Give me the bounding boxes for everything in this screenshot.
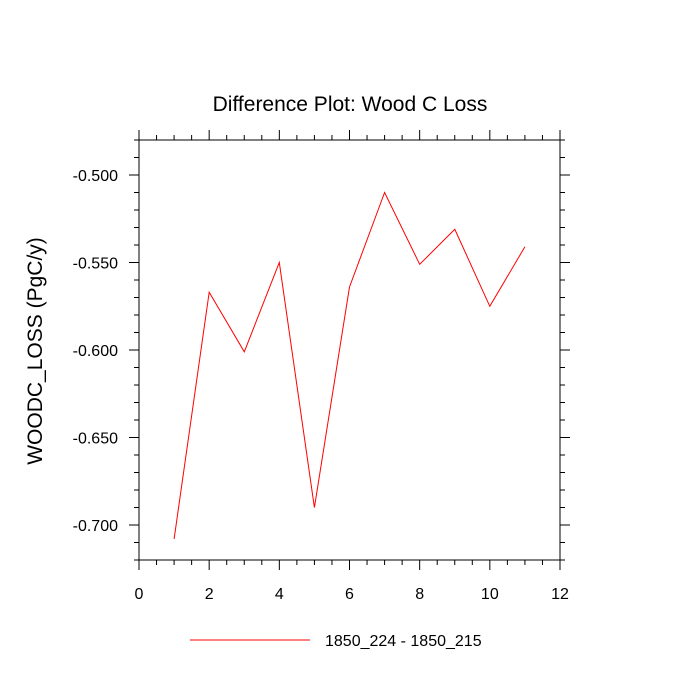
y-axis-label: WOODC_LOSS (PgC/y) xyxy=(24,237,47,465)
x-tick-label: 12 xyxy=(551,586,569,603)
axis-ticks xyxy=(129,130,570,570)
legend-label: 1850_224 - 1850_215 xyxy=(325,633,482,650)
chart-title: Difference Plot: Wood C Loss xyxy=(213,93,488,116)
legend: 1850_224 - 1850_215 xyxy=(190,633,482,650)
y-tick-label: -0.700 xyxy=(73,518,118,535)
x-tick-label: 6 xyxy=(345,586,354,603)
plot-frame xyxy=(138,139,561,561)
y-tick-label: -0.550 xyxy=(73,256,118,273)
series-layer xyxy=(173,191,526,540)
y-tick-label: -0.650 xyxy=(73,431,118,448)
y-tick-label: -0.600 xyxy=(73,343,118,360)
x-tick-label: 10 xyxy=(481,586,499,603)
x-tick-label: 8 xyxy=(415,586,424,603)
x-tick-label: 0 xyxy=(135,586,144,603)
axis-tick-labels: 0 2 4 6 8 10 12 -0.700 -0.650 -0.600 -0.550 -0.500 xyxy=(73,168,569,603)
y-tick-label: -0.500 xyxy=(73,168,118,185)
series-line xyxy=(173,191,526,540)
x-tick-label: 2 xyxy=(205,586,214,603)
x-tick-label: 4 xyxy=(275,586,284,603)
